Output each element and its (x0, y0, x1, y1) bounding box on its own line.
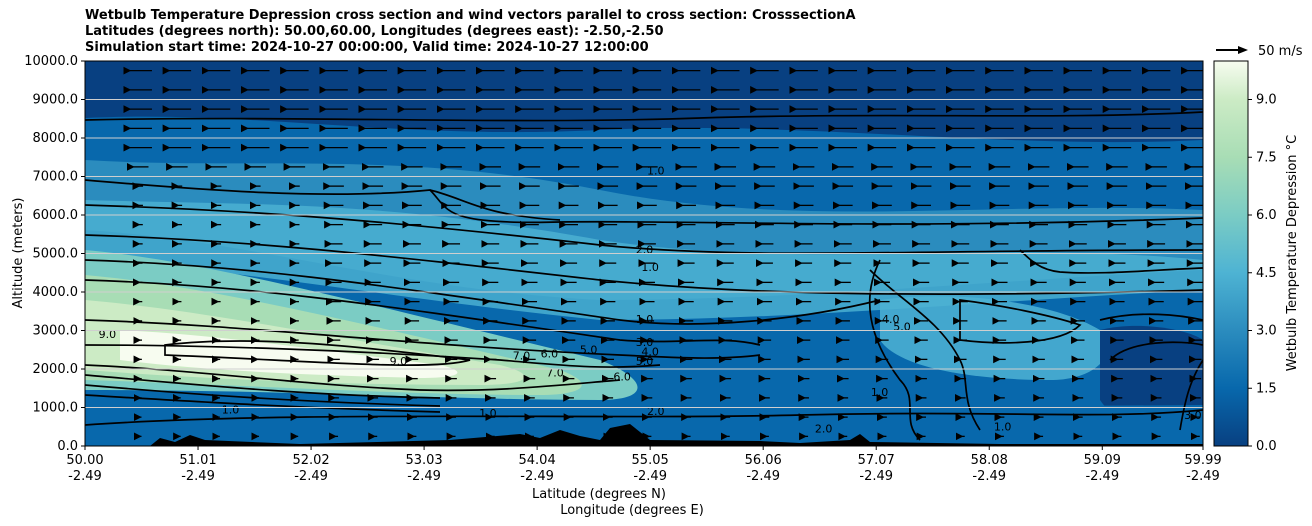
x-tick-label-lat: 53.03 (405, 453, 442, 468)
x-tick-label-lon: -2.49 (68, 469, 102, 484)
colorbar-tick-label: 7.5 (1256, 150, 1277, 165)
x-tick-label-lon: -2.49 (972, 469, 1006, 484)
colorbar-label: Wetbulb Temperature Depression °C (1285, 135, 1300, 372)
contour-label: 1.0 (636, 313, 654, 326)
colorbar-tick-label: 1.5 (1256, 381, 1277, 396)
y-tick-label: 10000.0 (24, 54, 78, 69)
contour-label: 6.0 (541, 347, 559, 360)
colorbar-fill (1214, 61, 1248, 446)
contour-line (85, 179, 1203, 225)
x-axis-label-longitude: Longitude (degrees E) (560, 503, 704, 518)
title-line-3: Simulation start time: 2024-10-27 00:00:… (85, 40, 649, 55)
y-tick-label: 1000.0 (33, 401, 79, 416)
x-tick-label-lat: 55.05 (632, 453, 669, 468)
contour-label: 6.0 (613, 371, 631, 384)
terrain (150, 424, 1203, 446)
horizontal-gridlines (85, 99, 1203, 408)
contour-label: 2.0 (636, 244, 654, 257)
x-axis: 50.00-2.4951.01-2.4952.02-2.4953.03-2.49… (66, 446, 1222, 484)
y-tick-label: 3000.0 (33, 324, 79, 339)
y-tick-label: 2000.0 (33, 362, 79, 377)
contour-line (429, 189, 561, 221)
title-line-2: Latitudes (degrees north): 50.00,60.00, … (85, 24, 664, 39)
x-tick-label-lon: -2.49 (746, 469, 780, 484)
contour-label: 9.0 (390, 355, 408, 368)
y-tick-label: 4000.0 (33, 285, 79, 300)
contour-line (85, 364, 621, 392)
contour-label: 4.0 (882, 313, 900, 326)
contour-line (1179, 359, 1203, 431)
x-tick-label-lat: 54.04 (519, 453, 556, 468)
y-tick-label: 7000.0 (33, 170, 79, 185)
contour-line (959, 299, 1082, 344)
colorbar-ticks: 0.0 1.5 3.0 4.5 6.0 7.5 9.0 (1248, 93, 1277, 454)
quiver-key: 50 m/s (1216, 44, 1303, 59)
contour-line (85, 279, 761, 346)
title-line-1: Wetbulb Temperature Depression cross sec… (85, 8, 856, 23)
colorbar-tick-label: 0.0 (1256, 439, 1277, 454)
x-tick-label-lon: -2.49 (181, 469, 215, 484)
contour-label: 3.0 (1184, 409, 1202, 422)
y-tick-label: 5000.0 (33, 247, 79, 262)
x-tick-label-lat: 57.07 (858, 453, 895, 468)
colorbar-tick-label: 6.0 (1256, 208, 1277, 223)
x-tick-label-lon: -2.49 (1186, 469, 1220, 484)
contour-label: 9.0 (99, 328, 117, 341)
contour-label: 5.0 (580, 344, 598, 357)
contour-label: 5.0 (893, 321, 911, 334)
contour-label: 1.0 (222, 403, 240, 416)
x-tick-label-lat: 59.09 (1084, 453, 1121, 468)
contour-label: 5.0 (636, 355, 654, 368)
x-tick-label-lon: -2.49 (294, 469, 328, 484)
contour-label: 7.0 (513, 349, 531, 362)
contour-label: 7.0 (546, 367, 564, 380)
contour-label: 2.0 (815, 423, 833, 436)
colorbar: 0.0 1.5 3.0 4.5 6.0 7.5 9.0 Wetbulb Temperatur… (1213, 60, 1300, 454)
quiver-key-arrowhead (1238, 46, 1248, 54)
x-tick-label-lon: -2.49 (407, 469, 441, 484)
contour-line (85, 259, 881, 325)
contour-line (85, 409, 1203, 426)
x-tick-label-lat: 52.02 (292, 453, 329, 468)
y-axis-label: Altitude (meters) (11, 198, 26, 309)
x-tick-label-lat: 58.08 (971, 453, 1008, 468)
contour-label: 1.0 (479, 407, 497, 420)
y-tick-label: 8000.0 (33, 131, 79, 146)
y-tick-label: 0.0 (57, 439, 78, 454)
contour-line (85, 394, 441, 413)
contour-label: 3.0 (636, 336, 654, 349)
contour-line (85, 319, 761, 359)
contour-line (85, 111, 1203, 122)
wind-vectors (123, 66, 1203, 441)
contour-line (85, 374, 441, 399)
colorbar-tick-label: 3.0 (1256, 324, 1277, 339)
y-axis: 0.0 1000.0 2000.0 3000.0 4000.0 5000.0 6000.0 7… (24, 54, 85, 454)
y-tick-label: 9000.0 (33, 93, 79, 108)
contour-label: 1.0 (647, 165, 665, 178)
x-axis-label-latitude: Latitude (degrees N) (532, 487, 666, 502)
x-tick-label-lat: 51.01 (179, 453, 216, 468)
x-tick-label-lat: 50.00 (66, 453, 103, 468)
colorbar-frame (1213, 60, 1249, 447)
x-tick-label-lon: -2.49 (1085, 469, 1119, 484)
x-tick-label-lon: -2.49 (859, 469, 893, 484)
chart-title: Wetbulb Temperature Depression cross sec… (85, 8, 856, 56)
colorbar-tick-label: 9.0 (1256, 93, 1277, 108)
contour-label: 1.0 (641, 261, 659, 274)
contour-label: 1.0 (994, 421, 1012, 434)
contour-label: 2.0 (647, 405, 665, 418)
x-tick-label-lat: 59.99 (1184, 453, 1221, 468)
x-tick-label-lat: 56.06 (745, 453, 782, 468)
x-tick-label-lon: -2.49 (633, 469, 667, 484)
upper-dry-band (85, 61, 1203, 143)
contour-label: 4.0 (641, 346, 659, 359)
colorbar-tick-label: 4.5 (1256, 266, 1277, 281)
contour-line (868, 259, 921, 441)
x-tick-label-lon: -2.49 (520, 469, 554, 484)
contour-label: 1.0 (871, 386, 889, 399)
quiver-key-label: 50 m/s (1258, 44, 1303, 59)
y-tick-label: 6000.0 (33, 208, 79, 223)
